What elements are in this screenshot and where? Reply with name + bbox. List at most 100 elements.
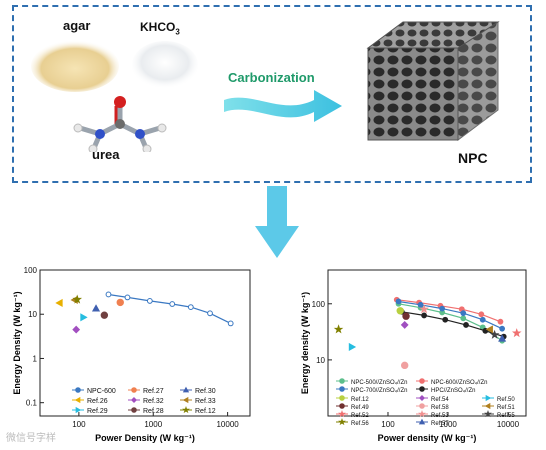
agar-label: agar <box>63 18 91 33</box>
legend-item: Ref.58 <box>416 403 449 411</box>
data-point <box>124 294 131 301</box>
legend-label: Ref.26 <box>87 398 108 405</box>
carbonization-label: Carbonization <box>228 70 315 85</box>
legend-item: Ref.53 <box>416 409 449 419</box>
x-axis-label: Power density (W kg⁻¹) <box>378 433 477 443</box>
series-line <box>398 303 503 342</box>
data-point <box>499 325 506 332</box>
data-point <box>417 301 424 308</box>
data-point <box>169 301 176 307</box>
y-tick-label: 100 <box>24 266 38 275</box>
legend-swatch-marker <box>338 417 346 426</box>
legend-item: Ref.50 <box>482 394 515 403</box>
legend-item: Ref.12 <box>336 395 369 403</box>
series-npc-600 <box>105 291 234 327</box>
data-point <box>116 298 124 307</box>
legend-label: Ref.30 <box>195 388 216 395</box>
series-ref-52 <box>512 328 522 338</box>
down-arrow <box>255 186 299 258</box>
legend-swatch-marker <box>418 409 426 418</box>
legend-item: Ref.27 <box>128 387 164 395</box>
x-tick-label: 1000 <box>439 420 457 429</box>
legend-item: NPC-700//ZnSO₄//Zn <box>336 386 407 394</box>
legend-swatch-marker <box>339 378 345 384</box>
series-ref-12 <box>72 294 83 304</box>
legend-item: Ref.33 <box>180 396 216 405</box>
legend-swatch-marker <box>75 406 82 414</box>
data-point <box>497 318 504 325</box>
series-ref-49 <box>402 312 410 320</box>
legend-item: Ref.12 <box>180 405 216 415</box>
y-tick-label: 10 <box>316 356 325 365</box>
legend-swatch-marker <box>339 395 345 401</box>
data-point <box>512 328 522 338</box>
watermark: 微信号字样 <box>6 433 56 444</box>
data-point <box>105 291 112 298</box>
legend-swatch-marker <box>484 409 492 418</box>
series-ref-29 <box>80 313 88 322</box>
data-point <box>489 329 500 339</box>
legend-item: Ref.26 <box>72 396 108 405</box>
legend-swatch-marker <box>485 394 492 402</box>
legend-label: Ref.50 <box>497 397 515 403</box>
legend-item: Ref.28 <box>128 407 164 415</box>
legend-item: Ref.56 <box>336 417 369 427</box>
data-point <box>460 315 467 322</box>
legend-swatch-marker <box>74 396 81 404</box>
legend-swatch-marker <box>418 394 426 402</box>
series-ref-32 <box>72 325 81 334</box>
data-point <box>395 298 402 305</box>
legend-item: Ref.32 <box>128 396 164 405</box>
data-point <box>478 311 485 318</box>
y-axis-label: Energy Density (W kg⁻¹) <box>12 291 22 394</box>
x-tick-label: 10000 <box>497 420 520 429</box>
legend-label: Ref.12 <box>351 397 369 403</box>
data-point <box>439 305 446 312</box>
data-point <box>348 342 357 352</box>
legend-swatch-marker <box>484 402 491 410</box>
x-tick-label: 100 <box>381 420 395 429</box>
khco3-label: KHCO3 <box>140 20 180 37</box>
data-point <box>80 313 88 322</box>
data-point <box>460 310 467 317</box>
legend-swatch-marker <box>182 386 190 393</box>
y-axis-label: Energy density (W kg⁻¹) <box>300 292 310 394</box>
legend-label: HPC//ZnSO₄//Zn <box>431 388 475 394</box>
legend-item: NPC-600//ZnSO₄//Zn <box>416 378 487 386</box>
legend-label: Ref.33 <box>195 398 216 405</box>
legend-item: Ref.54 <box>416 394 449 403</box>
legend-swatch-marker <box>182 396 189 404</box>
legend-label: Ref.29 <box>87 408 108 415</box>
legend: NPC-600 Ref.26 Ref.29 Ref.27 Ref.32 Ref.28 Ref… <box>72 386 216 415</box>
legend-swatch-marker <box>131 387 137 393</box>
data-point <box>400 321 409 329</box>
urea-label: urea <box>92 147 120 162</box>
legend-swatch-marker <box>419 378 425 384</box>
data-point <box>419 304 429 314</box>
legend-item: Ref.30 <box>180 386 216 395</box>
legend-swatch-marker <box>418 418 426 425</box>
series-ref-26 <box>55 298 63 307</box>
legend-label: Ref.57 <box>431 421 449 427</box>
npc-porous-cube-image <box>366 21 500 141</box>
legend-label: Ref.32 <box>143 398 164 405</box>
plot-frame <box>327 269 527 417</box>
legend-item: Ref.55 <box>482 409 515 419</box>
data-point <box>498 334 507 342</box>
x-tick-label: 10000 <box>216 420 239 429</box>
legend-item: Ref.51 <box>482 402 515 411</box>
series-ref-54 <box>400 321 409 329</box>
series-ref-30 <box>91 304 101 312</box>
legend-label: Ref.54 <box>431 397 449 403</box>
legend-label: Ref.27 <box>143 388 164 395</box>
legend-swatch-marker <box>338 409 346 418</box>
data-point <box>402 312 410 320</box>
legend-swatch-marker <box>75 387 81 393</box>
legend-item: Ref.52 <box>336 409 369 419</box>
legend-label: Ref.53 <box>431 413 449 419</box>
legend-label: NPC-500//ZnSO₄//Zn <box>351 380 407 386</box>
legend-swatch-marker <box>130 396 138 404</box>
y-tick-label: 10 <box>28 310 37 319</box>
series-line <box>401 311 504 338</box>
x-axis-label: Power Density (W kg⁻¹) <box>95 433 195 443</box>
